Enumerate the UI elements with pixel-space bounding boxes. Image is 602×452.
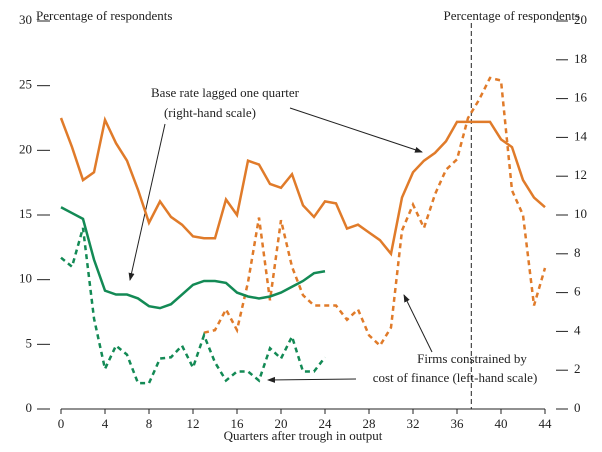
series-line [59, 116, 546, 257]
arrow [267, 376, 357, 383]
annotation: Base rate lagged one quarter [151, 85, 300, 100]
x-tick-label: 28 [363, 416, 376, 431]
y2-tick-label: 0 [574, 400, 581, 415]
y2-tick-label: 14 [574, 128, 588, 143]
y2-tick-label: 4 [574, 322, 581, 337]
y2-tick-label: 18 [574, 51, 587, 66]
x-tick-label: 8 [146, 416, 153, 431]
y-tick-label: 10 [19, 271, 32, 286]
x-tick-label: 40 [495, 416, 508, 431]
x-tick-label: 20 [275, 416, 288, 431]
y-tick-label: 20 [19, 141, 32, 156]
y2-axis-title: Percentage of respondents [444, 8, 580, 23]
y2-tick-label: 20 [574, 12, 587, 27]
y-axis-title: Percentage of respondents [36, 8, 172, 23]
arrow [403, 294, 433, 353]
x-tick-label: 12 [187, 416, 200, 431]
y2-tick-label: 6 [574, 284, 581, 299]
annotation: Firms constrained by [417, 351, 527, 366]
x-tick-label: 16 [231, 416, 245, 431]
x-tick-label: 0 [58, 416, 65, 431]
y-tick-label: 0 [26, 400, 33, 415]
x-tick-label: 32 [407, 416, 420, 431]
y-tick-label: 15 [19, 206, 32, 221]
series-line [60, 206, 326, 310]
series-line [60, 227, 326, 385]
y2-tick-label: 16 [574, 90, 588, 105]
annotation: (right-hand scale) [164, 105, 256, 120]
x-tick-label: 4 [102, 416, 109, 431]
y2-tick-label: 2 [574, 361, 581, 376]
y-tick-label: 30 [19, 12, 32, 27]
x-axis-title: Quarters after trough in output [224, 428, 383, 443]
y-tick-label: 5 [26, 335, 33, 350]
y2-tick-label: 12 [574, 167, 587, 182]
y2-tick-label: 10 [574, 206, 587, 221]
y-tick-label: 25 [19, 77, 32, 92]
annotation: cost of finance (left-hand scale) [373, 370, 538, 385]
x-tick-label: 24 [319, 416, 333, 431]
x-tick-label: 36 [451, 416, 465, 431]
x-tick-label: 44 [539, 416, 553, 431]
y2-tick-label: 8 [574, 245, 581, 260]
arrow [128, 123, 166, 281]
arrow [289, 107, 423, 153]
